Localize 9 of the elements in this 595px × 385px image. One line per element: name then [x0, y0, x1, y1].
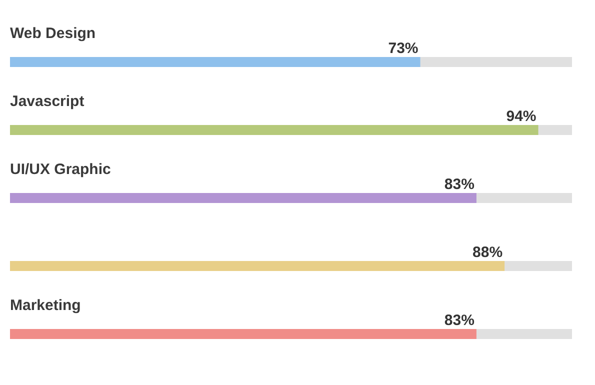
- y-tick-label: Web Design: [10, 25, 96, 42]
- y-tick-label: Marketing: [10, 297, 81, 314]
- data-label: 88%: [472, 244, 503, 261]
- data-label: 73%: [388, 40, 418, 57]
- data-label: 83%: [444, 312, 474, 329]
- data-label: 83%: [444, 176, 474, 193]
- y-tick-label: Javascript: [10, 93, 84, 110]
- data-label: 94%: [506, 108, 536, 125]
- y-tick-label: UI/UX Graphic: [10, 161, 111, 178]
